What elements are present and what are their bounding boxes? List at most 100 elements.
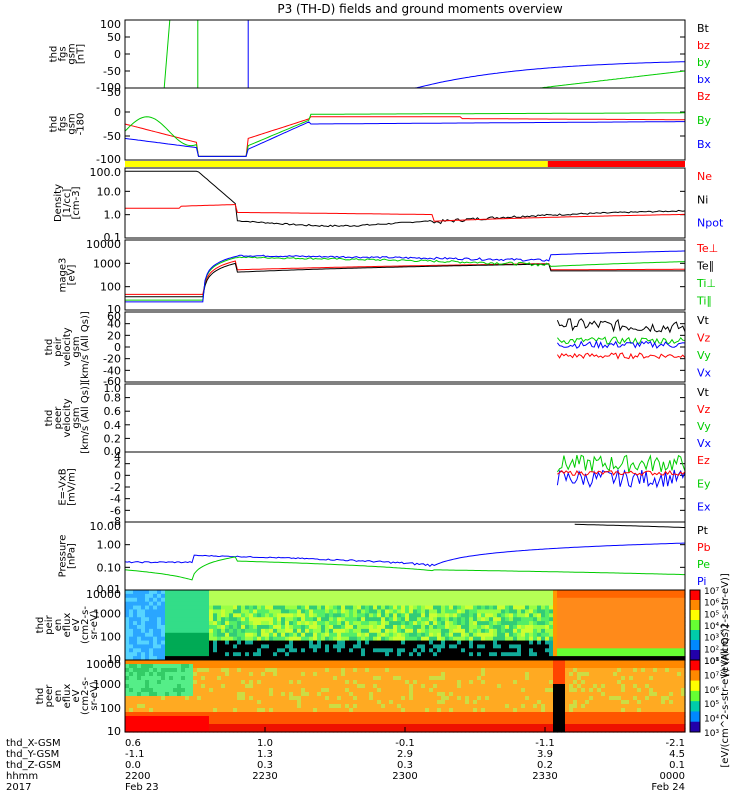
- spectrogram-cell: [345, 720, 350, 725]
- spectrogram-cell: [345, 628, 350, 634]
- spectrogram-cell: [265, 593, 270, 599]
- spectrogram-cell: [209, 668, 214, 673]
- spectrogram-cell: [445, 692, 450, 697]
- spectrogram-cell: [269, 609, 274, 614]
- spectrogram-cell: [269, 593, 274, 599]
- spectrogram-cell: [541, 684, 546, 689]
- spectrogram-cell: [213, 668, 218, 673]
- spectrogram-cell: [453, 704, 458, 709]
- spectrogram-cell: [181, 724, 186, 729]
- y-tick-label: 1000: [93, 607, 121, 620]
- spectrogram-cell: [245, 668, 250, 673]
- spectrogram-cell: [245, 632, 250, 638]
- spectrogram-cell: [593, 609, 598, 614]
- spectrogram-cell: [145, 617, 150, 622]
- spectrogram-cell: [457, 613, 462, 618]
- spectrogram-cell: [357, 664, 362, 669]
- spectrogram-cell: [365, 688, 370, 693]
- spectrogram-cell: [617, 605, 622, 611]
- spectrogram-cell: [453, 601, 458, 607]
- spectrogram-cell: [517, 688, 522, 693]
- spectrogram-cell: [133, 636, 138, 642]
- spectrogram-cell: [325, 712, 330, 717]
- spectrogram-cell: [597, 700, 602, 705]
- spectrogram-cell: [149, 648, 154, 653]
- spectrogram-cell: [445, 613, 450, 618]
- spectrogram-cell: [469, 724, 474, 729]
- spectrogram-cell: [537, 636, 542, 642]
- spectrogram-cell: [617, 628, 622, 634]
- spectrogram-cell: [361, 621, 366, 626]
- spectrogram-cell: [145, 676, 150, 681]
- spectrogram-cell: [545, 684, 550, 689]
- spectrogram-cell: [581, 621, 586, 626]
- spectrogram-cell: [297, 625, 302, 630]
- spectrogram-cell: [553, 668, 558, 673]
- spectrogram-cell: [349, 664, 354, 669]
- spectrogram-cell: [533, 656, 538, 661]
- spectrogram-cell: [189, 656, 194, 661]
- spectrogram-cell: [309, 652, 314, 657]
- spectrogram-cell: [281, 613, 286, 618]
- spectrogram-cell: [477, 660, 482, 665]
- spectrogram-cell: [473, 696, 478, 701]
- spectrogram-cell: [373, 720, 378, 725]
- spectrogram-cell: [345, 597, 350, 603]
- spectrogram-cell: [629, 590, 634, 595]
- spectrogram-cell: [645, 656, 650, 661]
- spectrogram-cell: [529, 668, 534, 673]
- spectrogram-cell: [401, 720, 406, 725]
- spectrogram-cell: [509, 660, 514, 665]
- spectrogram-cell: [185, 597, 190, 603]
- spectrogram-cell: [589, 696, 594, 701]
- spectrogram-cell: [389, 648, 394, 653]
- spectrogram-cell: [285, 632, 290, 638]
- spectrogram-cell: [297, 640, 302, 646]
- spectrogram-cell: [293, 613, 298, 618]
- y-tick-label: -4: [110, 493, 121, 506]
- spectrogram-cell: [149, 644, 154, 649]
- spectrogram-cell: [353, 652, 358, 657]
- spectrogram-cell: [241, 628, 246, 634]
- spectrogram-cell: [309, 720, 314, 725]
- spectrogram-cell: [205, 728, 210, 733]
- spectrogram-cell: [197, 676, 202, 681]
- y-axis-label: eV: [71, 618, 82, 631]
- spectrogram-cell: [565, 712, 570, 717]
- spectrogram-cell: [257, 712, 262, 717]
- spectrogram-cell: [597, 601, 602, 607]
- spectrogram-cell: [165, 700, 170, 705]
- spectrogram-cell: [637, 590, 642, 595]
- spectrogram-cell: [481, 668, 486, 673]
- spectrogram-cell: [477, 708, 482, 713]
- spectrogram-cell: [589, 672, 594, 677]
- spectrogram-cell: [413, 720, 418, 725]
- spectrogram-cell: [461, 668, 466, 673]
- spectrogram-cell: [581, 590, 586, 595]
- spectrogram-cell: [541, 597, 546, 603]
- spectrogram-cell: [301, 625, 306, 630]
- spectrogram-cell: [425, 716, 430, 721]
- spectrogram-cell: [341, 696, 346, 701]
- y-tick-label: 10.00: [90, 520, 122, 533]
- series-line: [556, 454, 686, 473]
- spectrogram-cell: [461, 692, 466, 697]
- spectrogram-cell: [397, 652, 402, 657]
- spectrogram-cell: [257, 648, 262, 653]
- spectrogram-cell: [293, 605, 298, 611]
- spectrogram-cell: [385, 656, 390, 661]
- spectrogram-cell: [465, 605, 470, 611]
- spectrogram-cell: [269, 632, 274, 638]
- spectrogram-cell: [505, 676, 510, 681]
- spectrogram-cell: [657, 601, 662, 607]
- spectrogram-cell: [593, 648, 598, 653]
- spectrogram-cell: [505, 712, 510, 717]
- spectrogram-cell: [197, 652, 202, 657]
- spectrogram-cell: [277, 728, 282, 733]
- spectrogram-cell: [665, 621, 670, 626]
- spectrogram-cell: [325, 628, 330, 634]
- spectrogram-cell: [133, 704, 138, 709]
- spectrogram-cell: [497, 625, 502, 630]
- spectrogram-cell: [289, 672, 294, 677]
- spectrogram-cell: [177, 708, 182, 713]
